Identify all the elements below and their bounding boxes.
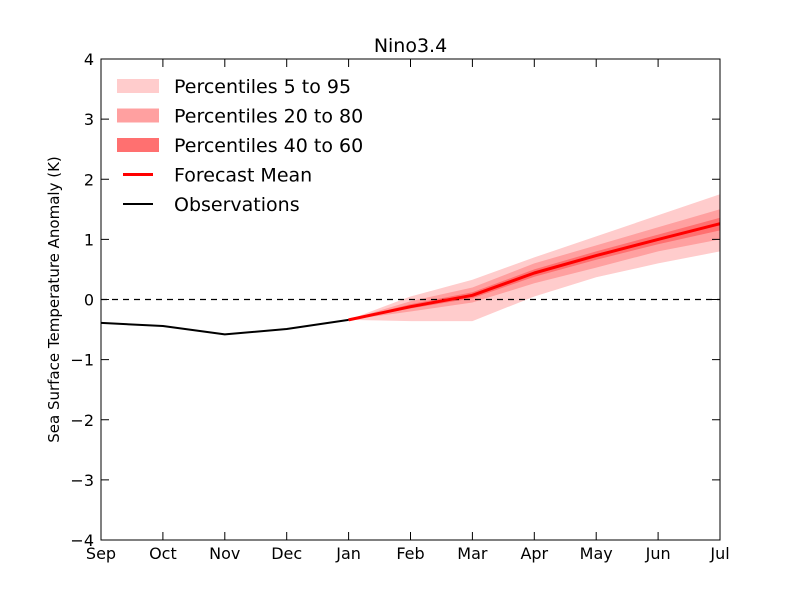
x-tick-label: Jul bbox=[709, 544, 729, 563]
y-axis-label: Sea Surface Temperature Anomaly (K) bbox=[45, 156, 63, 443]
x-tick-label: Dec bbox=[271, 544, 302, 563]
x-tick-label: May bbox=[580, 544, 613, 563]
y-tick-label: 0 bbox=[84, 291, 94, 310]
forecast-mean-line bbox=[348, 222, 721, 322]
y-tick-label: 1 bbox=[84, 230, 94, 249]
legend-label-0: Percentiles 5 to 95 bbox=[174, 76, 351, 98]
legend-label-4: Observations bbox=[174, 194, 300, 216]
y-tick-label: 3 bbox=[84, 110, 94, 129]
x-tick-label: Jun bbox=[645, 544, 671, 563]
y-tick-label: −3 bbox=[70, 471, 94, 490]
x-tick-label: Sep bbox=[86, 544, 116, 563]
tick-labels: Sep Oct Nov Dec Jan Feb Mar Apr May Jun Jul 4 3 2 1 0 −1… bbox=[70, 50, 729, 563]
x-tick-label: Feb bbox=[396, 544, 424, 563]
y-tick-label: −1 bbox=[70, 351, 94, 370]
plot-frame bbox=[100, 58, 721, 541]
legend-swatch-1 bbox=[117, 108, 159, 123]
legend: Percentiles 5 to 95 Percentiles 20 to 80 P… bbox=[117, 76, 363, 216]
x-tick-label: Oct bbox=[149, 544, 177, 563]
x-tick-label: Mar bbox=[457, 544, 488, 563]
percentile-band-1 bbox=[348, 209, 720, 320]
y-tick-label: −2 bbox=[70, 411, 94, 430]
legend-label-1: Percentiles 20 to 80 bbox=[174, 106, 363, 128]
x-tick-label: Apr bbox=[520, 544, 548, 563]
percentile-bands bbox=[348, 194, 720, 322]
percentile-band-2 bbox=[348, 217, 720, 320]
y-tick-label: −4 bbox=[70, 531, 94, 550]
y-tick-label: 4 bbox=[84, 50, 94, 69]
legend-label-2: Percentiles 40 to 60 bbox=[174, 135, 363, 157]
legend-swatch-2 bbox=[117, 138, 159, 152]
y-tick-label: 2 bbox=[84, 170, 94, 189]
legend-swatch-0 bbox=[117, 79, 159, 93]
x-tick-label: Nov bbox=[209, 544, 240, 563]
legend-label-3: Forecast Mean bbox=[174, 165, 312, 187]
observations-line bbox=[100, 318, 349, 336]
x-tick-label: Jan bbox=[335, 544, 361, 563]
data-lines bbox=[100, 222, 721, 336]
percentile-band-0 bbox=[348, 194, 720, 322]
chart-title: Nino3.4 bbox=[374, 35, 447, 57]
